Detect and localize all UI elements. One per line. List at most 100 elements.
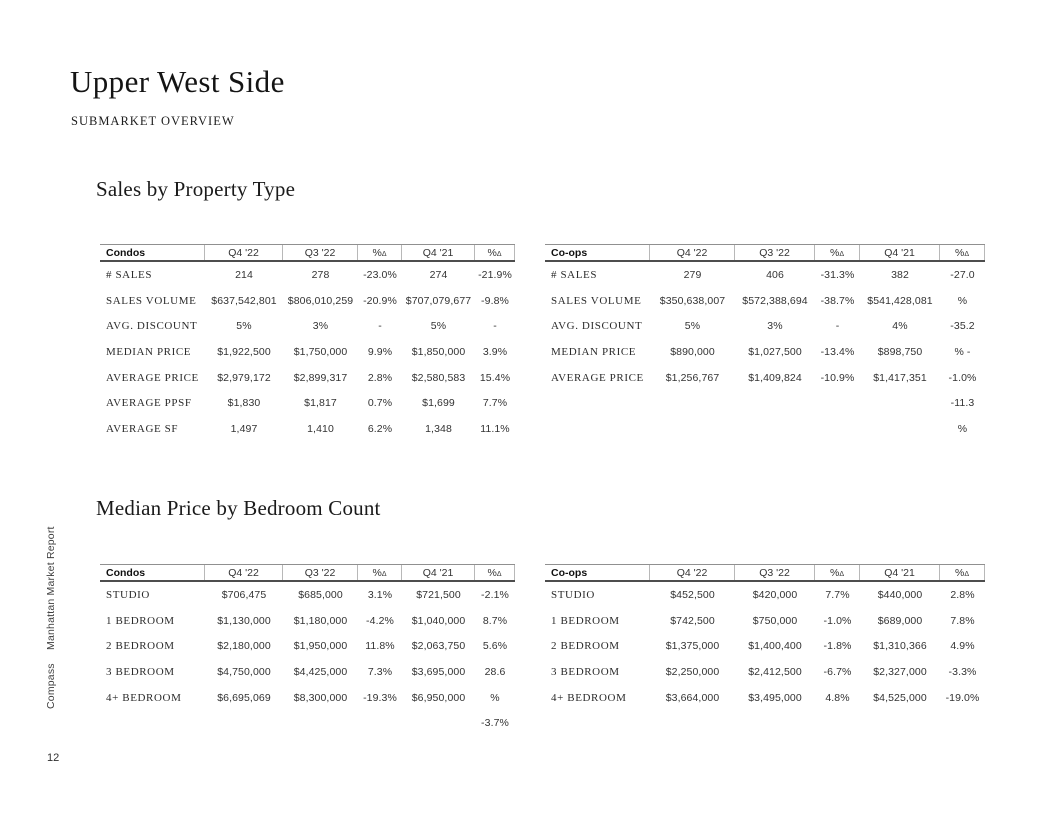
row-label: AVERAGE SF: [106, 422, 179, 435]
table-title: Condos: [100, 245, 205, 260]
column-header: % Δ: [815, 245, 860, 260]
table-cell: $2,180,000: [217, 640, 271, 653]
table-cell: -21.9%: [478, 268, 512, 281]
column-header: Q4 '22: [205, 565, 283, 580]
table-cell: $4,750,000: [217, 665, 271, 678]
table-row: %: [545, 416, 985, 442]
table-cell: $1,922,500: [217, 345, 271, 358]
table-cell: 3.1%: [367, 588, 393, 601]
table-cell: -3.7%: [481, 717, 509, 730]
table-cell: -38.7%: [820, 294, 855, 307]
column-header-text: %: [954, 566, 965, 579]
table-cell: $750,000: [752, 614, 798, 627]
column-header: % Δ: [475, 245, 515, 260]
table-cell: $2,063,750: [411, 640, 466, 653]
table-cell: -19.3%: [363, 691, 397, 704]
table-cell: $440,000: [877, 588, 923, 601]
table-cell: 4%: [892, 320, 908, 333]
table-cell: 5.6%: [482, 640, 508, 653]
table-cell: -: [835, 320, 840, 333]
table-cell: 406: [766, 268, 784, 281]
table-row: -11.3: [545, 390, 985, 416]
table-cell: $1,375,000: [665, 640, 720, 653]
table-cell: -35.2: [950, 320, 975, 333]
table-row: MEDIAN PRICE $890,000 $1,027,500 -13.4% $898…: [545, 339, 985, 365]
table-cell: $637,542,801: [211, 294, 277, 307]
table-cell: 5%: [236, 320, 252, 333]
column-header-text: Q4 '21: [422, 566, 454, 579]
column-header: % Δ: [475, 565, 515, 580]
column-header-text: %: [829, 566, 840, 579]
row-label: # SALES: [551, 268, 598, 281]
table-cell: %: [957, 294, 968, 307]
table-cell: $1,130,000: [217, 614, 271, 627]
table-cell: $1,750,000: [293, 345, 348, 358]
column-header-text: Q4 '21: [422, 246, 454, 259]
table-row: 4+ BEDROOM $3,664,000 $3,495,000 4.8% $4,525…: [545, 685, 985, 711]
table-cell: $3,495,000: [748, 691, 802, 704]
table-cell: $2,250,000: [665, 665, 720, 678]
column-header: Q4 '22: [650, 565, 735, 580]
table-cell: -: [493, 320, 497, 333]
table-row: AVG. DISCOUNT 5% 3% - 4% -35.2: [545, 313, 985, 339]
table-row: SALES VOLUME $637,542,801 $806,010,259 -20.…: [100, 288, 515, 314]
table-row: AVERAGE PPSF $1,830 $1,817 0.7% $1,699 7.7%: [100, 390, 515, 416]
column-header: Q3 '22: [283, 245, 358, 260]
table-cell: 5%: [430, 320, 447, 333]
table-cell: 7.7%: [482, 397, 508, 410]
column-header: Q4 '21: [860, 245, 940, 260]
table-cell: $350,638,007: [659, 294, 726, 307]
table-cell: -19.0%: [945, 691, 980, 704]
column-header-text: Q4 '21: [884, 566, 915, 579]
report-name-label: Manhattan Market Report: [45, 526, 57, 651]
table-cell: 0.7%: [367, 397, 393, 410]
table-cell: 5%: [684, 320, 701, 333]
table-cell: 274: [429, 268, 448, 281]
table-cell: $3,695,000: [411, 665, 466, 678]
table-row: 1 BEDROOM $1,130,000 $1,180,000 -4.2% $1,040…: [100, 608, 515, 634]
table-cell: 3%: [767, 320, 783, 333]
table-cell: $721,500: [416, 588, 461, 601]
table-cell: 11.1%: [480, 422, 510, 435]
table-cell: 1,348: [425, 422, 452, 435]
table-cell: 1,410: [307, 422, 334, 435]
table-cell: 278: [311, 268, 330, 281]
table-row: 4+ BEDROOM $6,695,069 $8,300,000 -19.3% $6,9…: [100, 685, 515, 711]
table-cell: $452,500: [670, 588, 715, 601]
table-cell: 7.7%: [825, 588, 850, 601]
column-header: Q4 '21: [402, 245, 475, 260]
row-label: SALES VOLUME: [106, 294, 197, 307]
row-label: AVERAGE PPSF: [106, 397, 192, 410]
table-cell: $689,000: [877, 614, 923, 627]
bedroom-coops-table: Co-ops Q4 '22 Q3 '22% Δ Q4 '21% Δ STUDIO $452,5…: [545, 564, 985, 710]
vertical-footer-text: Compass Manhattan Market Report: [45, 527, 57, 709]
row-label: 2 BEDROOM: [106, 640, 175, 653]
table-cell: 1,497: [230, 422, 258, 435]
section-heading-sales-by-property-type: Sales by Property Type: [96, 177, 296, 201]
table-cell: $4,425,000: [293, 665, 348, 678]
table-row: AVERAGE PRICE $1,256,767 $1,409,824 -10.9% $…: [545, 365, 985, 391]
table-cell: -1.0%: [948, 371, 977, 384]
table-cell: -: [378, 320, 382, 333]
table-cell: $2,580,583: [411, 371, 466, 384]
column-header-text: Q3 '22: [304, 566, 336, 579]
table-cell: 7.3%: [367, 665, 393, 678]
table-cell: 3.9%: [482, 345, 508, 358]
table-cell: %: [490, 691, 500, 704]
table-cell: $1,817: [304, 397, 337, 410]
column-header-text: Q4 '22: [228, 246, 259, 259]
table-cell: $685,000: [298, 588, 343, 601]
table-row: STUDIO $706,475 $685,000 3.1% $721,500 -2.1%: [100, 582, 515, 608]
table-cell: -4.2%: [366, 614, 394, 627]
sales-coops-table: Co-ops Q4 '22 Q3 '22% Δ Q4 '21% Δ # SALES 279 40…: [545, 244, 985, 442]
table-cell: $806,010,259: [287, 294, 354, 307]
table-cell: $541,428,081: [867, 294, 933, 307]
table-row: MEDIAN PRICE $1,922,500 $1,750,000 9.9% $1,8…: [100, 339, 515, 365]
delta-icon: Δ: [381, 571, 387, 578]
section-heading-median-price-by-bedroom: Median Price by Bedroom Count: [96, 496, 381, 520]
column-header: % Δ: [358, 245, 402, 260]
delta-icon: Δ: [496, 571, 502, 578]
row-label: STUDIO: [106, 588, 150, 601]
table-title: Co-ops: [545, 565, 650, 580]
table-cell: $890,000: [670, 345, 715, 358]
